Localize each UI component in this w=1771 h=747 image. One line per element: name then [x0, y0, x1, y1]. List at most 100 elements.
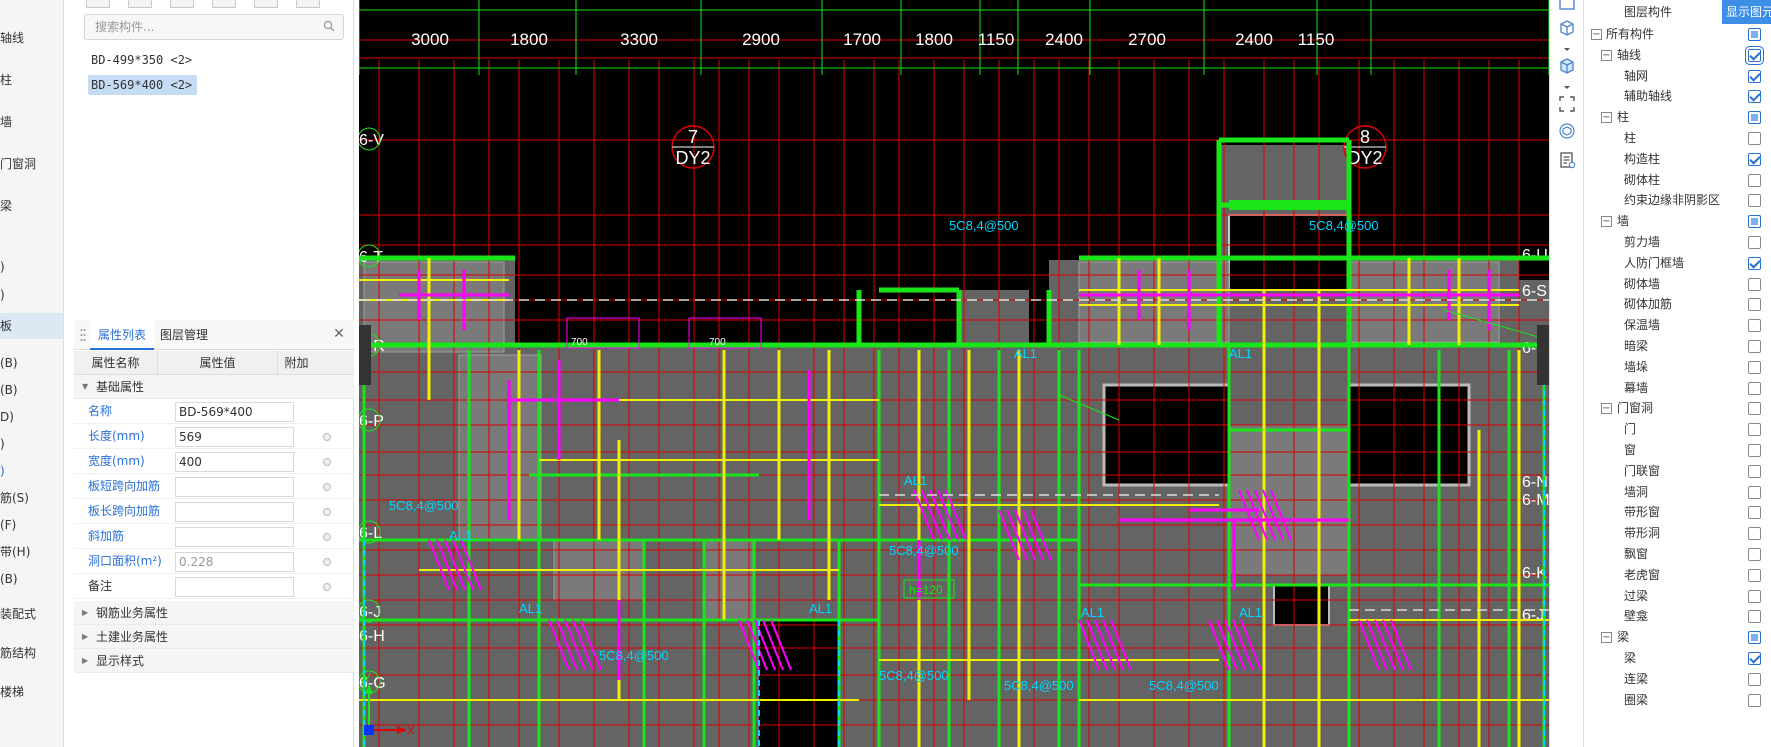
floor-plan-drawing[interactable]: 3000 1800 3300 2900 1700 1800 1150 2400 2700 2400… [359, 0, 1549, 747]
toolbar-button[interactable] [128, 0, 152, 8]
collapse-toggle-icon[interactable]: − [1601, 216, 1612, 228]
layer-visibility-checkbox[interactable] [1748, 215, 1761, 229]
layer-row[interactable]: 砌体柱 [1584, 170, 1771, 191]
property-value-field[interactable]: BD-569*400 [175, 402, 294, 422]
cube-solid-icon[interactable] [1557, 56, 1577, 76]
layer-row[interactable]: − 墙 [1584, 211, 1771, 232]
layer-row[interactable]: 梁 [1584, 648, 1771, 669]
tab-layer-manage[interactable]: 图层管理 [160, 328, 209, 342]
layer-visibility-checkbox[interactable] [1748, 360, 1761, 374]
property-value-field[interactable] [175, 577, 294, 597]
fit-view-icon[interactable] [1557, 94, 1577, 114]
layer-visibility-checkbox[interactable] [1748, 152, 1761, 166]
toolbar-button[interactable] [170, 0, 194, 8]
chevron-down-icon[interactable] [1557, 78, 1577, 98]
layer-visibility-checkbox[interactable] [1748, 548, 1761, 561]
property-group[interactable]: ▶ 钢筋业务属性 [74, 601, 354, 625]
attach-indicator[interactable] [323, 483, 331, 491]
nav-item[interactable]: D) [0, 404, 63, 430]
property-value-field[interactable] [175, 527, 294, 547]
attach-indicator[interactable] [323, 433, 331, 441]
nav-item[interactable]: 筋(S) [0, 485, 63, 511]
layer-visibility-checkbox[interactable] [1748, 672, 1761, 686]
layer-row[interactable]: 幕墙 [1584, 378, 1771, 399]
layer-row[interactable]: 剪力墙 [1584, 232, 1771, 253]
layer-row[interactable]: 人防门框墙 [1584, 253, 1771, 274]
layer-row[interactable]: − 柱 [1584, 107, 1771, 128]
layer-visibility-checkbox[interactable] [1748, 402, 1761, 416]
layer-row[interactable]: 老虎窗 [1584, 565, 1771, 586]
tab-property-list[interactable]: 属性列表 [90, 320, 155, 350]
layer-row[interactable]: 门联窗 [1584, 461, 1771, 482]
layer-visibility-checkbox[interactable] [1748, 693, 1761, 707]
layer-header-show[interactable]: 显示图元 [1722, 0, 1771, 24]
nav-item[interactable]: 墙 [0, 109, 63, 135]
3d-view-icon[interactable] [1557, 121, 1577, 141]
properties-icon[interactable] [1557, 150, 1577, 170]
layer-row[interactable]: 连梁 [1584, 669, 1771, 690]
layer-visibility-checkbox[interactable] [1748, 652, 1761, 665]
group-basic-props[interactable]: ▼ 基础属性 [74, 375, 354, 399]
layer-row[interactable]: 门 [1584, 419, 1771, 440]
collapse-toggle-icon[interactable]: − [1601, 49, 1612, 61]
layer-row[interactable]: 带形窗 [1584, 502, 1771, 523]
property-value-field[interactable] [175, 477, 294, 497]
layer-row[interactable]: 窗 [1584, 440, 1771, 461]
layer-visibility-checkbox[interactable] [1748, 194, 1761, 208]
layer-row[interactable]: 构造柱 [1584, 149, 1771, 170]
collapse-toggle-icon[interactable]: − [1591, 29, 1602, 40]
layer-row[interactable]: 砌体加筋 [1584, 294, 1771, 315]
attach-indicator[interactable] [323, 508, 331, 516]
layer-visibility-checkbox[interactable] [1748, 444, 1761, 457]
nav-item[interactable]: (B) [0, 350, 63, 376]
nav-item[interactable]: 梁 [0, 193, 63, 219]
toolbar-button[interactable] [254, 0, 278, 8]
nav-item[interactable]: 装配式 [0, 601, 63, 627]
component-item-selected[interactable]: BD-569*400 <2> [88, 75, 198, 95]
layout-icon[interactable] [1557, 0, 1577, 12]
layer-row[interactable]: − 轴线 [1584, 45, 1771, 66]
collapse-toggle-icon[interactable]: − [1601, 632, 1612, 644]
layer-visibility-checkbox[interactable] [1748, 69, 1761, 83]
layer-row[interactable]: − 梁 [1584, 627, 1771, 648]
close-icon[interactable]: ✕ [333, 326, 345, 342]
cad-canvas[interactable]: 3000 1800 3300 2900 1700 1800 1150 2400 2700 2400… [359, 0, 1549, 747]
layer-visibility-checkbox[interactable] [1748, 256, 1761, 270]
layer-visibility-checkbox[interactable] [1748, 111, 1761, 125]
layer-visibility-checkbox[interactable] [1748, 236, 1761, 249]
nav-item[interactable]: 柱 [0, 67, 63, 93]
layer-visibility-checkbox[interactable] [1748, 423, 1761, 437]
nav-item[interactable]: ) [0, 282, 63, 308]
layer-visibility-checkbox[interactable] [1748, 381, 1761, 395]
attach-indicator[interactable] [323, 558, 331, 566]
layer-row[interactable]: 带形洞 [1584, 523, 1771, 544]
layer-visibility-checkbox[interactable] [1748, 506, 1761, 520]
chevron-down-icon[interactable] [1557, 40, 1577, 60]
layer-visibility-checkbox[interactable] [1748, 568, 1761, 582]
nav-item[interactable]: 楼梯 [0, 679, 63, 705]
layer-visibility-checkbox[interactable] [1748, 527, 1761, 541]
nav-item[interactable]: 门窗洞 [0, 151, 63, 177]
nav-item[interactable]: ) [0, 254, 63, 280]
layer-row[interactable]: 圈梁 [1584, 690, 1771, 711]
nav-item[interactable]: 轴线 [0, 25, 63, 51]
layer-row[interactable]: − 门窗洞 [1584, 398, 1771, 419]
layer-visibility-checkbox[interactable] [1748, 610, 1761, 624]
property-value-field[interactable]: 569 [175, 427, 294, 447]
property-value-field[interactable] [175, 502, 294, 522]
layer-visibility-checkbox[interactable] [1748, 90, 1761, 104]
toolbar-button[interactable] [86, 0, 110, 8]
attach-indicator[interactable] [323, 533, 331, 541]
layer-row[interactable]: 砌体墙 [1584, 274, 1771, 295]
attach-indicator[interactable] [323, 458, 331, 466]
layer-visibility-checkbox[interactable] [1748, 631, 1761, 645]
drag-handle-icon[interactable] [80, 328, 86, 342]
layer-row[interactable]: 保温墙 [1584, 315, 1771, 336]
layer-visibility-checkbox[interactable] [1748, 28, 1761, 41]
layer-visibility-checkbox[interactable] [1748, 132, 1761, 145]
nav-item[interactable]: (B) [0, 377, 63, 403]
component-item[interactable]: BD-499*350 <2> [91, 53, 193, 67]
property-group[interactable]: ▶ 显示样式 [74, 649, 354, 673]
layer-row[interactable]: − 所有构件 [1584, 24, 1771, 45]
layer-visibility-checkbox[interactable] [1748, 589, 1761, 603]
